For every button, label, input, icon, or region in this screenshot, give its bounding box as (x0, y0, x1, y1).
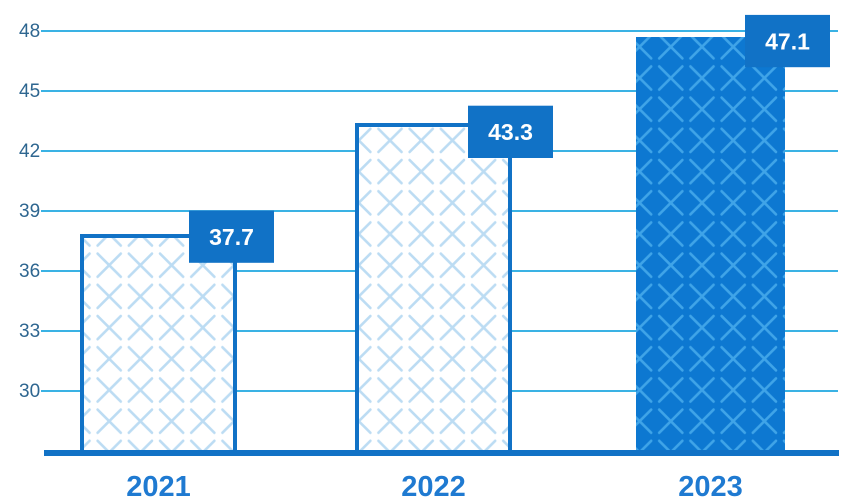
svg-text:45: 45 (19, 81, 40, 102)
svg-text:33: 33 (19, 321, 40, 342)
svg-text:47.1: 47.1 (765, 28, 810, 54)
svg-text:36: 36 (19, 261, 40, 282)
svg-text:30: 30 (19, 381, 40, 402)
svg-text:37.7: 37.7 (209, 224, 254, 250)
svg-text:2023: 2023 (678, 471, 743, 500)
svg-text:2021: 2021 (126, 471, 191, 500)
svg-text:42: 42 (19, 141, 40, 162)
svg-text:48: 48 (19, 21, 40, 42)
svg-text:43.3: 43.3 (488, 119, 533, 145)
svg-text:39: 39 (19, 201, 40, 222)
svg-text:2022: 2022 (401, 471, 466, 500)
